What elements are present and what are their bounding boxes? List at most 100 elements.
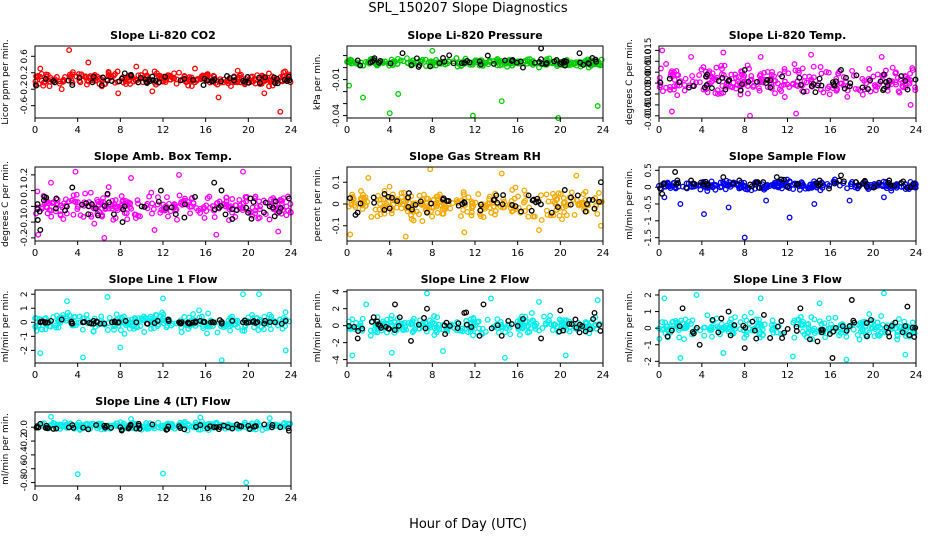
y-tick-label: -1 bbox=[644, 340, 654, 349]
data-point bbox=[902, 351, 909, 358]
data-point bbox=[73, 191, 80, 198]
data-point bbox=[261, 90, 268, 97]
data-point bbox=[74, 199, 81, 206]
data-point bbox=[886, 177, 893, 184]
data-point bbox=[424, 209, 430, 216]
data-point bbox=[659, 190, 666, 197]
data-point bbox=[159, 422, 166, 429]
data-point bbox=[835, 70, 842, 77]
data-point bbox=[911, 330, 918, 337]
data-point bbox=[205, 310, 212, 317]
data-point bbox=[476, 332, 483, 339]
data-point bbox=[909, 67, 916, 74]
y-tick-label: 0.1 bbox=[20, 183, 30, 197]
data-point bbox=[160, 311, 167, 318]
y-tick-label: 0 bbox=[644, 325, 654, 331]
data-point bbox=[69, 82, 76, 89]
data-point bbox=[157, 187, 164, 194]
data-point bbox=[97, 320, 104, 327]
data-point bbox=[498, 170, 505, 177]
data-point bbox=[793, 327, 800, 334]
data-point bbox=[402, 233, 409, 240]
data-point bbox=[80, 424, 87, 431]
figure-x-axis-label: Hour of Day (UTC) bbox=[409, 517, 527, 532]
data-point bbox=[563, 212, 570, 219]
data-point bbox=[465, 329, 471, 336]
y-tick-label: 0.2 bbox=[20, 66, 30, 80]
data-point bbox=[530, 196, 537, 203]
data-point bbox=[166, 200, 172, 207]
data-point bbox=[52, 205, 59, 212]
data-point bbox=[551, 58, 558, 65]
data-point bbox=[245, 79, 252, 86]
data-point bbox=[764, 76, 770, 83]
data-point bbox=[112, 319, 118, 326]
data-point bbox=[266, 321, 273, 328]
data-point bbox=[594, 210, 601, 217]
data-point bbox=[197, 317, 204, 324]
data-point bbox=[459, 201, 466, 207]
data-point bbox=[659, 319, 666, 326]
data-point bbox=[133, 319, 140, 326]
data-point bbox=[501, 57, 508, 64]
data-point bbox=[468, 203, 475, 210]
data-point bbox=[525, 213, 532, 220]
data-point bbox=[417, 198, 424, 205]
x-tick-label: 16 bbox=[824, 125, 837, 136]
data-point bbox=[519, 325, 526, 332]
data-point bbox=[277, 108, 284, 115]
data-point bbox=[520, 64, 526, 71]
data-point bbox=[866, 311, 873, 318]
y-tick-label: -0.2 bbox=[20, 432, 30, 450]
data-point bbox=[363, 301, 370, 308]
data-point bbox=[714, 90, 721, 97]
data-point bbox=[553, 207, 560, 214]
data-point bbox=[460, 189, 467, 196]
data-point bbox=[850, 72, 857, 79]
data-point bbox=[522, 208, 528, 214]
x-tick-label: 16 bbox=[199, 248, 212, 259]
data-point bbox=[676, 334, 683, 341]
panel-title: Slope Amb. Box Temp. bbox=[94, 150, 232, 163]
x-tick-label: 24 bbox=[285, 248, 298, 259]
data-point bbox=[843, 327, 850, 334]
data-point bbox=[833, 75, 840, 82]
data-point bbox=[659, 88, 666, 95]
data-point bbox=[138, 72, 144, 79]
y-tick-label: -2 bbox=[332, 338, 342, 347]
data-point bbox=[767, 335, 774, 341]
y-tick-label: -0.2 bbox=[20, 80, 30, 98]
data-point bbox=[801, 73, 808, 80]
data-point bbox=[756, 184, 763, 191]
x-tick-label: 16 bbox=[511, 370, 524, 381]
data-point bbox=[810, 81, 817, 88]
data-point bbox=[176, 171, 182, 178]
data-point bbox=[843, 356, 850, 363]
data-point bbox=[909, 319, 916, 326]
data-point bbox=[751, 327, 758, 334]
plot-frame bbox=[658, 166, 917, 242]
x-tick-label: 12 bbox=[781, 248, 794, 259]
data-point bbox=[686, 84, 692, 91]
data-point bbox=[818, 82, 825, 89]
data-point bbox=[109, 319, 115, 326]
data-point bbox=[730, 79, 737, 86]
data-point bbox=[741, 313, 748, 320]
data-point bbox=[440, 55, 446, 61]
data-point bbox=[33, 82, 40, 89]
data-point bbox=[744, 90, 751, 97]
data-point bbox=[111, 326, 117, 333]
data-point bbox=[152, 78, 159, 84]
panel-2: Slope Li-820 Pressure kPa per min. 0 4 8 12 16… bbox=[313, 29, 609, 136]
data-point bbox=[888, 187, 895, 194]
data-point bbox=[104, 190, 111, 197]
data-point bbox=[562, 203, 569, 210]
data-point bbox=[424, 305, 430, 312]
data-point bbox=[822, 334, 829, 341]
data-point bbox=[775, 184, 782, 190]
data-point bbox=[502, 329, 509, 335]
data-point bbox=[211, 214, 218, 221]
data-point bbox=[524, 60, 531, 67]
data-point bbox=[37, 420, 44, 427]
